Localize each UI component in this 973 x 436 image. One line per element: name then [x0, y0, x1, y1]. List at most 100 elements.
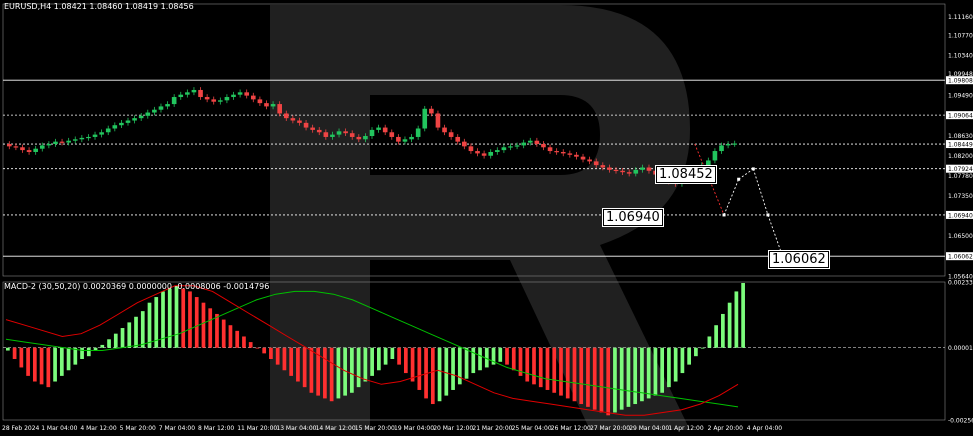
- candle-body-8: [59, 141, 65, 143]
- level-tag-6: [946, 111, 973, 120]
- macd-bar-75: [511, 347, 516, 371]
- macd-bar-40: [275, 347, 280, 365]
- macd-bar-90: [613, 347, 617, 413]
- macd-bar-45: [309, 347, 314, 393]
- macd-bar-77: [525, 347, 530, 382]
- macd-bar-100: [680, 347, 685, 374]
- price-tick-5: 1.09490: [948, 93, 973, 100]
- annotation-1-06940: 1.06940: [602, 208, 664, 227]
- macd-bar-41: [282, 347, 287, 371]
- candle-body-82: [547, 147, 553, 152]
- forecast-segment-3: [752, 168, 769, 216]
- candle-body-97: [646, 167, 652, 171]
- candle-body-15: [105, 128, 111, 133]
- macd-bar-60: [410, 347, 415, 382]
- macd-bar-43: [296, 347, 300, 382]
- candle-body-26: [178, 94, 184, 98]
- forecast-segment-2: [738, 168, 754, 180]
- candle-body-27: [185, 92, 190, 95]
- macd-signal-green: [5, 290, 739, 408]
- time-tick-4: 7 Mar 04:00: [159, 425, 195, 432]
- macd-bar-26: [181, 288, 186, 348]
- candle-body-13: [92, 134, 98, 137]
- time-tick-3: 5 Mar 20:00: [120, 425, 156, 432]
- macd-bar-13: [93, 347, 98, 351]
- candle-body-71: [475, 151, 480, 154]
- macd-bar-52: [356, 347, 361, 388]
- price-tick-11: 1.07780: [948, 173, 973, 180]
- macd-bar-9: [66, 347, 71, 371]
- macd-bar-15: [107, 339, 111, 348]
- macd-bar-5: [39, 347, 44, 385]
- macd-bar-61: [417, 347, 422, 390]
- macd-bar-64: [437, 347, 442, 402]
- macd-bar-35: [242, 336, 246, 348]
- price-tick-12: 1.07350: [948, 193, 973, 200]
- candle-body-56: [376, 127, 381, 130]
- macd-bar-12: [86, 347, 91, 357]
- time-tick-0: 28 Feb 2024: [2, 425, 40, 432]
- candle-body-57: [382, 127, 388, 133]
- macd-bar-24: [167, 288, 172, 348]
- candle-body-63: [422, 108, 428, 129]
- macd-bar-101: [687, 347, 692, 365]
- candle-body-35: [237, 92, 243, 95]
- macd-bar-53: [363, 347, 368, 382]
- level-tag-4: [946, 76, 973, 85]
- price-tick-9: 1.08200: [948, 153, 973, 160]
- price-tick-1: 1.10770: [948, 33, 973, 40]
- macd-bar-68: [464, 347, 469, 379]
- time-tick-13: 25 Mar 04:00: [512, 425, 552, 432]
- macd-bar-74: [505, 347, 509, 365]
- candle-body-38: [257, 99, 263, 104]
- price-tick-7: 1.08630: [948, 133, 973, 140]
- macd-bar-89: [606, 347, 611, 416]
- candle-body-60: [402, 139, 408, 142]
- candle-body-80: [534, 140, 540, 144]
- time-tick-2: 4 Mar 12:00: [80, 425, 116, 432]
- candle-body-61: [409, 136, 414, 140]
- candle-body-32: [218, 100, 223, 102]
- macd-bar-7: [53, 347, 57, 382]
- candle-body-72: [481, 153, 487, 156]
- macd-bar-32: [221, 319, 226, 348]
- candle-body-64: [429, 108, 434, 114]
- price-tick-10: 1.07924: [948, 166, 973, 173]
- macd-bar-58: [397, 347, 401, 365]
- candle-body-84: [560, 151, 566, 154]
- candle-body-77: [514, 145, 520, 147]
- candle-body-42: [283, 113, 289, 119]
- candle-body-70: [468, 146, 474, 152]
- candle-body-21: [145, 112, 151, 116]
- candle-body-3: [26, 150, 32, 152]
- candle-body-43: [290, 118, 296, 121]
- candle-body-76: [508, 146, 513, 148]
- macd-bar-72: [491, 347, 496, 365]
- candle-body-51: [343, 131, 348, 134]
- candle-body-67: [448, 132, 454, 137]
- macd-bar-93: [633, 347, 638, 405]
- candle-body-44: [297, 120, 302, 123]
- macd-bar-65: [444, 347, 449, 396]
- candle-body-0: [6, 144, 12, 147]
- macd-bar-30: [208, 308, 213, 348]
- candle-body-85: [567, 153, 573, 155]
- price-tick-4: 1.09808: [948, 78, 973, 85]
- candle-body-53: [356, 136, 362, 140]
- macd-bar-49: [336, 347, 341, 399]
- candle-body-24: [165, 104, 170, 107]
- candle-body-96: [640, 167, 645, 170]
- candle-body-66: [442, 127, 447, 133]
- candle-body-106: [706, 160, 711, 166]
- candle-body-110: [732, 143, 738, 145]
- candle-body-18: [125, 120, 131, 123]
- macd-bar-56: [383, 347, 388, 365]
- macd-header: MACD-2 (30,50,20) 0.0020369 0.0000000 -0…: [4, 282, 270, 291]
- candle-body-11: [79, 137, 85, 140]
- macd-bar-39: [269, 347, 273, 359]
- candle-body-88: [587, 159, 592, 162]
- candle-body-69: [462, 141, 467, 147]
- level-tag-8: [946, 140, 973, 149]
- candle-body-46: [310, 127, 315, 130]
